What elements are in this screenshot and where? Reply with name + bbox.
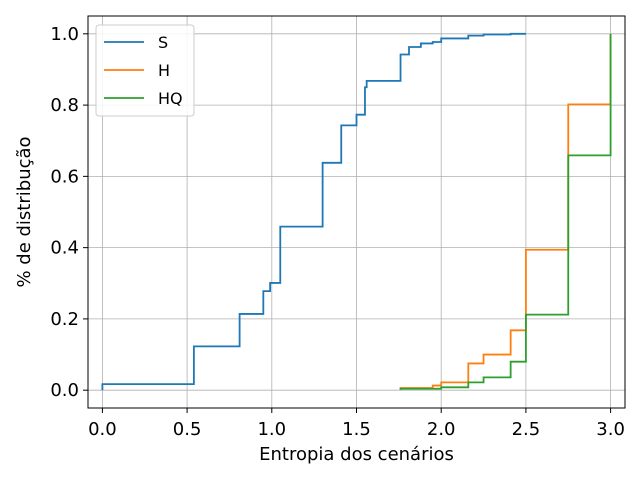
legend: SH HQ	[95, 24, 195, 117]
x-tick-label: 0.0	[88, 419, 117, 440]
y-tick-label: 0.6	[50, 166, 79, 187]
legend-label-h: H	[158, 61, 170, 80]
y-axis-label: % de distribução	[14, 136, 35, 287]
x-tick-label: 2.5	[512, 419, 541, 440]
x-tick-label: 3.0	[596, 419, 625, 440]
series-group	[101, 32, 612, 391]
series-line-hq	[399, 33, 612, 390]
x-axis-label: Entropia dos cenários	[259, 444, 454, 465]
y-tick-label: 1.0	[50, 24, 79, 45]
x-tick-label: 2.0	[427, 419, 456, 440]
x-tick-label: 1.5	[342, 419, 371, 440]
legend-box	[95, 24, 195, 117]
x-tick-label: 0.5	[173, 419, 202, 440]
y-tick-label: 0.4	[50, 238, 79, 259]
y-tick-label: 0.8	[50, 95, 79, 116]
legend-label-s: S	[158, 33, 168, 52]
x-tick-label: 1.0	[257, 419, 286, 440]
y-tick-label: 0.0	[50, 380, 79, 401]
y-tick-label: 0.2	[50, 309, 79, 330]
legend-label-hq: HQ	[158, 89, 183, 108]
ticks: 0.0 0.5 1.0 1.5 2.0 2.5 3.0 0.0 0.2 0.4 0.6 0.8 1.0	[50, 24, 625, 440]
series-line-s	[101, 32, 526, 391]
series-line-h	[399, 33, 612, 390]
